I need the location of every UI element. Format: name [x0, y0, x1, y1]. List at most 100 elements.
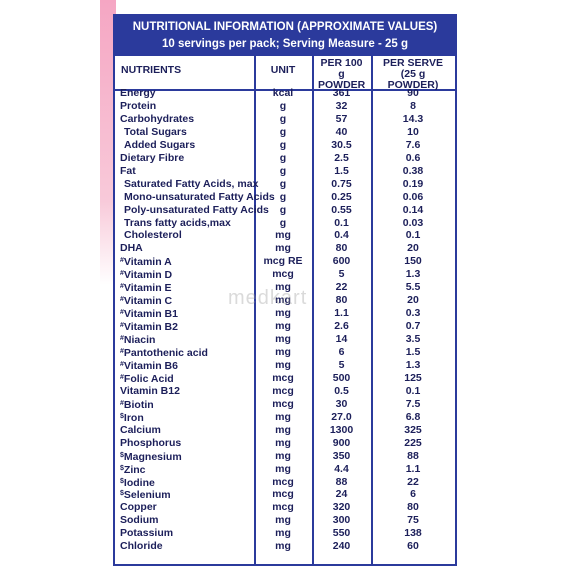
- nutrient-name: Added Sugars: [124, 139, 195, 151]
- nutrient-name: #Biotin: [120, 398, 154, 411]
- nutrient-name: Energy: [120, 87, 156, 99]
- nutrient-name: #Vitamin B6: [120, 359, 178, 372]
- cell-unit: g: [279, 99, 287, 112]
- cell-unit: g: [279, 151, 287, 164]
- nutrient-label: Biotin: [123, 398, 154, 411]
- cell-unit: mg: [275, 320, 291, 333]
- nutrient-name: Potassium: [120, 527, 173, 539]
- cell-serve: 150: [404, 255, 422, 268]
- nutrient-name: Dietary Fibre: [120, 152, 184, 164]
- cell-unit: g: [279, 112, 287, 125]
- cell-per100: 0.5: [334, 384, 349, 397]
- panel-header: NUTRITIONAL INFORMATION (APPROXIMATE VAL…: [115, 16, 455, 56]
- column-divider: [371, 56, 373, 564]
- nutrient-label: Fat: [120, 164, 136, 177]
- cell-serve: 7.6: [405, 138, 421, 151]
- footnote-mark: #: [120, 309, 124, 317]
- cell-per100: 30.5: [331, 138, 352, 151]
- footnote-mark: #: [120, 296, 124, 304]
- cell-serve: 0.1: [405, 384, 421, 397]
- nutrient-name: #Niacin: [120, 333, 155, 346]
- nutrient-label: Zinc: [123, 463, 146, 476]
- nutrient-name: #Vitamin B2: [120, 320, 178, 333]
- nutrient-label: Saturated Fatty Acids, max: [124, 177, 259, 190]
- cell-serve: 3.5: [405, 333, 421, 346]
- cell-unit: g: [279, 164, 287, 177]
- cell-per100: 30: [335, 397, 348, 410]
- cell-unit: mcg: [272, 268, 294, 281]
- nutrient-label: Vitamin D: [123, 269, 173, 282]
- nutrient-name: Vitamin B12: [120, 385, 180, 397]
- cell-serve: 0.14: [402, 203, 424, 216]
- nutrient-label: Pantothenic acid: [123, 347, 208, 359]
- cell-serve: 80: [407, 501, 419, 514]
- nutrient-label: Niacin: [123, 334, 156, 347]
- cell-unit: mg: [275, 333, 291, 346]
- cell-serve: 1.3: [405, 358, 421, 371]
- cell-serve: 0.19: [402, 177, 424, 190]
- cell-serve: 60: [407, 540, 419, 553]
- nutrient-label: Iodine: [123, 476, 155, 489]
- nutrient-name: Copper: [120, 501, 157, 513]
- nutrient-label: Selenium: [123, 489, 171, 502]
- nutrient-name: $Iron: [120, 411, 144, 424]
- cell-unit: mg: [275, 514, 291, 527]
- nutrient-name: $Magnesium: [120, 450, 182, 463]
- cell-serve: 1.1: [405, 462, 421, 475]
- nutrient-name: Trans fatty acids,max: [124, 217, 231, 229]
- cell-serve: 5.5: [405, 281, 421, 294]
- cell-per100: 600: [332, 255, 351, 268]
- nutrient-name: #Vitamin D: [120, 268, 172, 281]
- cell-per100: 0.55: [331, 203, 352, 216]
- cell-serve: 125: [404, 371, 422, 384]
- nutrient-name: Protein: [120, 100, 156, 112]
- nutrient-label: Dietary Fibre: [120, 151, 185, 164]
- cell-unit: g: [279, 138, 287, 151]
- cell-serve: 0.3: [405, 307, 421, 320]
- nutrient-name: Poly-unsaturated Fatty Acids: [124, 204, 269, 216]
- nutrient-name: #Vitamin A: [120, 255, 172, 268]
- cell-serve: 14.3: [402, 112, 424, 125]
- nutrient-label: Trans fatty acids,max: [124, 216, 231, 229]
- cell-per100: 40: [335, 125, 348, 138]
- footnote-mark: #: [120, 348, 124, 355]
- cell-unit: mg: [275, 307, 291, 320]
- cell-serve: 225: [404, 436, 422, 449]
- nutrition-panel: NUTRITIONAL INFORMATION (APPROXIMATE VAL…: [113, 14, 457, 566]
- cell-per100: 550: [332, 527, 351, 540]
- nutrient-label: Vitamin E: [123, 282, 172, 295]
- nutrient-label: Total Sugars: [124, 125, 187, 138]
- cell-unit: mcg: [272, 384, 294, 397]
- cell-per100: 350: [332, 449, 351, 462]
- nutrient-name: Total Sugars: [124, 126, 187, 138]
- nutrient-name: #Pantothenic acid: [120, 346, 208, 359]
- cell-per100: 1300: [329, 423, 354, 436]
- cell-per100: 5: [338, 268, 345, 281]
- cell-serve: 0.1: [405, 229, 421, 242]
- nutrient-name: Carbohydrates: [120, 113, 194, 125]
- nutrient-label: Cholesterol: [124, 229, 182, 242]
- cell-serve: 0.03: [402, 216, 424, 229]
- nutrient-label: Chloride: [120, 540, 163, 553]
- footnote-mark: $: [120, 464, 124, 472]
- nutrient-label: Vitamin B6: [123, 359, 178, 372]
- cell-per100: 0.75: [331, 177, 352, 190]
- footnote-mark: #: [120, 373, 124, 381]
- cell-per100: 500: [332, 371, 351, 384]
- cell-per100: 1.5: [334, 164, 349, 177]
- cell-per100: 80: [335, 242, 348, 255]
- cell-unit: mcg: [272, 397, 294, 410]
- cell-per100: 57: [335, 112, 348, 125]
- cell-unit: mcg: [272, 488, 294, 501]
- cell-serve: 20: [407, 294, 419, 307]
- watermark: medkart: [228, 287, 308, 309]
- nutrient-label: Vitamin B12: [120, 384, 180, 397]
- cell-per100: 300: [332, 514, 351, 527]
- nutrient-label: Potassium: [120, 527, 174, 540]
- panel-subtitle: 10 servings per pack; Serving Measure - …: [161, 38, 409, 50]
- cell-serve: 8: [410, 99, 416, 112]
- nutrient-label: DHA: [120, 242, 143, 255]
- nutrient-name: Sodium: [120, 514, 159, 526]
- cell-unit: mg: [275, 346, 291, 358]
- nutrient-label: Vitamin B1: [123, 308, 178, 321]
